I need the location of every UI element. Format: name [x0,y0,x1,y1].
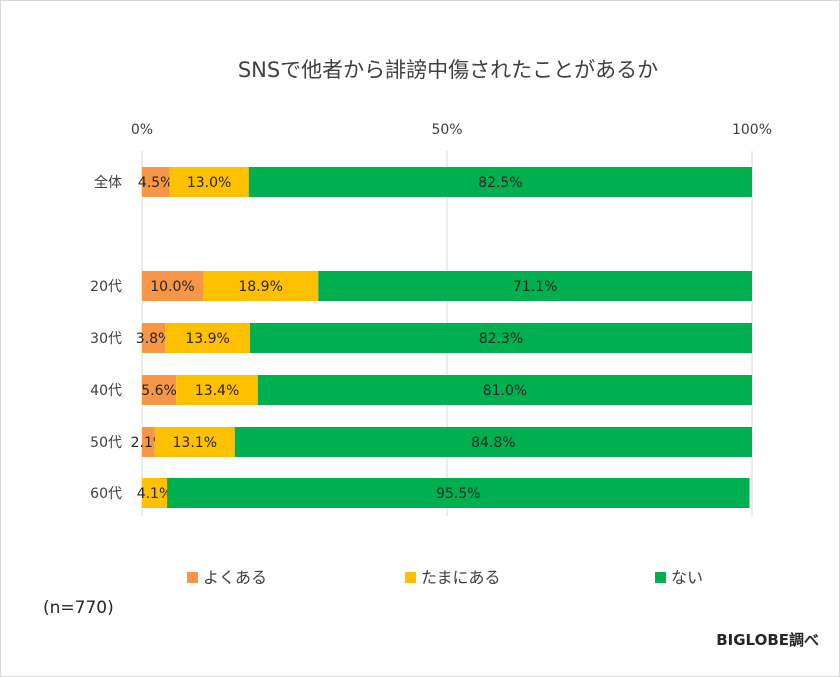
bar-segment [249,323,752,353]
legend-item: たまにある [405,568,501,587]
bar-segment [142,323,166,353]
bar-segment [142,271,203,301]
legend-label: たまにある [421,568,501,587]
bar-row: 3.8% 13.9% 82.3% [136,323,752,353]
category-label: 全体 [94,174,122,191]
legend-swatch [655,572,666,583]
data-label: 95.5% [436,486,480,502]
bar-segment [142,167,170,197]
bar-segment [154,427,235,457]
data-label: 18.9% [238,279,282,295]
bar-segment [234,427,753,457]
data-label: 84.8% [471,435,515,451]
category-labels: 全体 20代 30代 40代 50代 60代 [90,174,122,502]
data-label: 4.1% [137,486,173,502]
x-tick-label: 50% [431,122,462,138]
bar-row: 2.1% 13.1% 84.8% [131,427,753,457]
data-label: 82.3% [479,331,523,347]
data-label: 82.5% [478,175,522,191]
data-label: 10.0% [150,279,194,295]
bar-segment [142,427,155,457]
bar-segment [257,375,752,405]
legend-label: ない [671,568,703,587]
category-label: 20代 [90,279,122,295]
legend-label: よくある [203,568,267,587]
bars: 4.5% 13.0% 82.5% 10.0% 18.9% 71.1% 3.8% 13.9% 82… [131,167,753,508]
data-label: 71.1% [513,279,557,295]
data-label: 81.0% [483,383,527,399]
bar-segment [318,271,752,301]
bar-row: 5.6% 13.4% 81.0% [141,375,752,405]
bar-segment [248,167,752,197]
source-credit: BIGLOBE調べ [716,631,819,649]
bar-segment [142,478,168,508]
data-label: 5.6% [141,383,177,399]
bar-segment [167,478,750,508]
data-label: 4.5% [138,175,174,191]
bar-segment [169,167,249,197]
bar-segment [165,323,250,353]
category-label: 50代 [90,435,122,451]
category-label: 40代 [90,383,122,399]
data-label: 13.0% [187,175,231,191]
legend-item: よくある [187,568,267,587]
bar-row: 4.5% 13.0% 82.5% [138,167,752,197]
legend-swatch [187,572,198,583]
bar-segment [142,375,177,405]
data-label: 13.4% [195,383,239,399]
bar-row: 10.0% 18.9% 71.1% [142,271,752,301]
legend-item: ない [655,568,703,587]
bar-segment [203,271,319,301]
x-tick-label: 100% [732,122,772,138]
data-label: 13.1% [173,435,217,451]
bar-segment [176,375,258,405]
chart-title: SNSで他者から誹謗中傷されたことがあるか [238,58,658,82]
category-label: 60代 [90,486,122,502]
category-label: 30代 [90,331,122,347]
data-label: 13.9% [185,331,229,347]
x-tick-label: 0% [131,122,153,138]
legend: よくある たまにある ない [187,568,703,587]
data-label: 3.8% [136,331,172,347]
legend-swatch [405,572,416,583]
x-axis-ticks: 0% 50% 100% [131,122,772,138]
sample-size-note: (n=770) [43,598,114,618]
bar-row: 4.1% 95.5% [137,478,750,508]
